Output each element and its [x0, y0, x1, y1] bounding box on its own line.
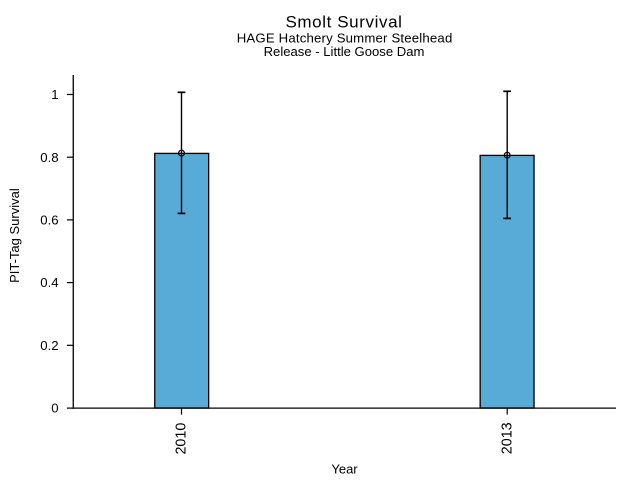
svg-text:0.4: 0.4: [40, 275, 58, 290]
svg-text:0.2: 0.2: [40, 338, 58, 353]
svg-text:Release - Little Goose Dam: Release - Little Goose Dam: [264, 44, 425, 59]
svg-text:Year: Year: [331, 462, 358, 477]
svg-text:0.8: 0.8: [40, 150, 58, 165]
svg-text:0.6: 0.6: [40, 213, 58, 228]
svg-text:0: 0: [51, 401, 58, 416]
svg-text:HAGE Hatchery Summer Steelhead: HAGE Hatchery Summer Steelhead: [237, 31, 453, 46]
svg-text:PIT-Tag Survival: PIT-Tag Survival: [7, 188, 22, 283]
svg-text:Smolt Survival: Smolt Survival: [285, 13, 402, 32]
svg-text:2013: 2013: [500, 422, 516, 454]
svg-text:2010: 2010: [173, 423, 189, 455]
svg-text:1: 1: [51, 87, 58, 102]
